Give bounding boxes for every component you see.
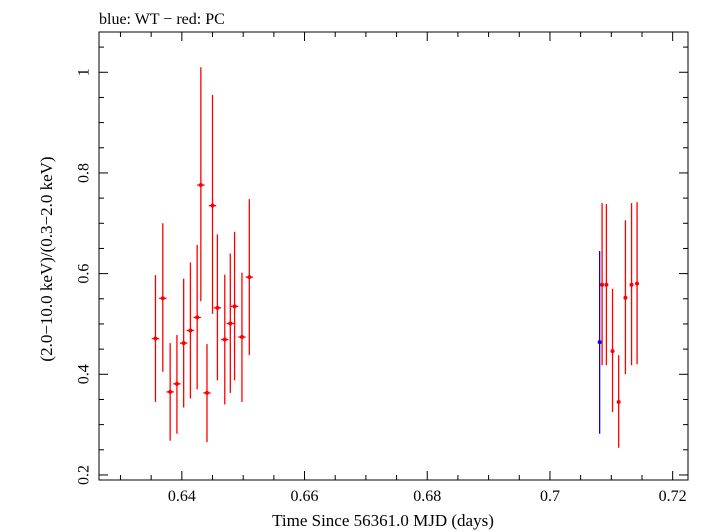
y-axis-label: (2.0−10.0 keV)/(0.3−2.0 keV) — [37, 156, 56, 361]
data-point — [179, 278, 188, 408]
data-point — [186, 262, 195, 399]
point-marker — [247, 275, 252, 280]
point-marker — [232, 304, 237, 309]
point-marker — [239, 335, 244, 340]
y-tick-label: 0.4 — [76, 364, 93, 384]
point-marker — [604, 282, 609, 287]
data-point — [197, 67, 205, 302]
data-point — [623, 220, 628, 375]
point-marker — [635, 281, 640, 286]
data-point — [221, 274, 229, 405]
data-point — [610, 288, 615, 413]
data-point — [203, 344, 211, 443]
x-tick-label: 0.64 — [168, 488, 196, 505]
point-marker — [160, 296, 165, 301]
data-point — [635, 202, 640, 365]
data-point — [604, 204, 609, 366]
point-marker — [629, 282, 634, 287]
point-marker — [181, 341, 186, 346]
chart-title: blue: WT − red: PC — [99, 11, 225, 28]
data-point — [208, 94, 217, 314]
series-wt — [597, 250, 602, 434]
point-marker — [210, 203, 215, 208]
point-marker — [215, 305, 220, 310]
point-marker — [222, 337, 227, 342]
point-marker — [610, 349, 615, 354]
y-tick-label: 1 — [76, 68, 93, 76]
data-point — [616, 355, 621, 448]
point-marker — [188, 328, 193, 333]
point-marker — [168, 389, 173, 394]
point-marker — [198, 183, 203, 188]
data-point — [629, 203, 634, 366]
data-point — [238, 272, 246, 402]
data-point — [166, 343, 174, 441]
data-point — [213, 234, 222, 381]
point-marker — [623, 295, 628, 300]
series-pc — [151, 67, 640, 448]
data-point — [600, 203, 605, 366]
y-tick-label: 0.2 — [76, 465, 93, 485]
point-marker — [616, 399, 621, 404]
point-marker — [600, 282, 605, 287]
point-marker — [174, 381, 179, 386]
y-tick-label: 0.6 — [76, 264, 93, 284]
x-tick-label: 0.68 — [413, 488, 441, 505]
point-marker — [204, 390, 209, 395]
y-axis-ticks: 0.2 0.4 0.6 0.8 1 — [76, 46, 688, 485]
data-point — [226, 253, 234, 393]
point-marker — [597, 340, 602, 345]
data-point — [245, 199, 253, 356]
plot-frame — [98, 31, 689, 481]
x-axis-label: Time Since 56361.0 MJD (days) — [272, 511, 494, 530]
data-point — [597, 250, 602, 434]
x-tick-label: 0.66 — [291, 488, 319, 505]
data-point — [151, 275, 160, 402]
y-tick-label: 0.8 — [76, 163, 93, 183]
x-tick-label: 0.72 — [659, 488, 687, 505]
data-point — [193, 244, 201, 390]
data-point — [230, 231, 239, 381]
data-points — [151, 67, 640, 448]
point-marker — [228, 321, 233, 326]
x-axis-ticks: 0.64 0.66 0.68 0.7 0.72 — [119, 32, 687, 505]
point-marker — [195, 315, 200, 320]
x-tick-label: 0.7 — [540, 488, 560, 505]
data-point — [173, 335, 181, 434]
data-point — [159, 223, 167, 372]
point-marker — [153, 336, 158, 341]
